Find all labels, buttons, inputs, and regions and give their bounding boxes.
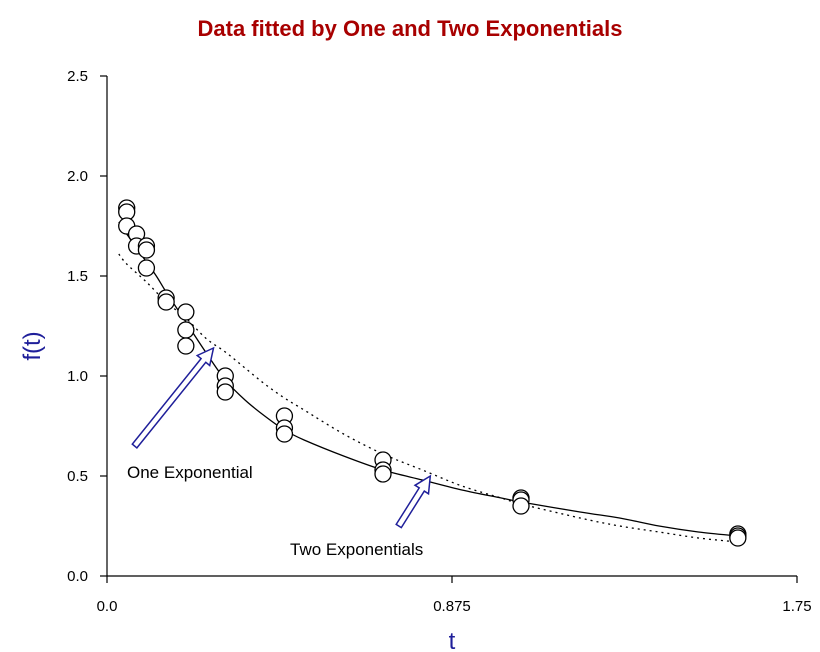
y-axis-title: f(t) xyxy=(19,331,46,360)
curve-one-exponential xyxy=(118,253,738,543)
data-point xyxy=(177,337,195,355)
data-point xyxy=(275,425,294,443)
annotation-label: Two Exponentials xyxy=(290,540,423,559)
data-point xyxy=(177,303,195,321)
data-point xyxy=(374,465,392,483)
data-points xyxy=(118,199,747,547)
annotation-labels: One Exponential Two Exponentials xyxy=(127,463,423,559)
x-tick-label: 0.0 xyxy=(97,598,118,615)
data-point xyxy=(729,529,747,547)
annotation-label: One Exponential xyxy=(127,463,253,482)
data-point xyxy=(177,321,195,339)
data-point xyxy=(157,293,175,311)
arrow-two-exponentials xyxy=(395,474,432,529)
data-point xyxy=(512,497,530,515)
data-point xyxy=(216,383,234,401)
y-tick-label: 2.5 xyxy=(67,68,88,85)
y-tick-label: 1.5 xyxy=(67,268,88,285)
arrow-one-exponential xyxy=(131,346,215,449)
x-axis-title: t xyxy=(449,628,456,652)
annotation-arrows xyxy=(131,346,432,529)
x-tick-label: 0.875 xyxy=(433,598,471,615)
fit-curves xyxy=(118,221,738,543)
axes: 0.0 0.5 1.0 1.5 2.0 2.5 0.0 0.875 1.75 t f(t) xyxy=(19,68,812,652)
x-tick-label: 1.75 xyxy=(782,598,811,615)
y-tick-label: 0.0 xyxy=(67,568,88,585)
data-point xyxy=(137,241,156,259)
data-point xyxy=(137,259,156,277)
y-tick-label: 0.5 xyxy=(67,468,88,485)
y-tick-label: 2.0 xyxy=(67,168,88,185)
y-tick-label: 1.0 xyxy=(67,368,88,385)
chart-title: Data fitted by One and Two Exponentials xyxy=(197,16,623,41)
curve-two-exponentials xyxy=(118,221,738,537)
